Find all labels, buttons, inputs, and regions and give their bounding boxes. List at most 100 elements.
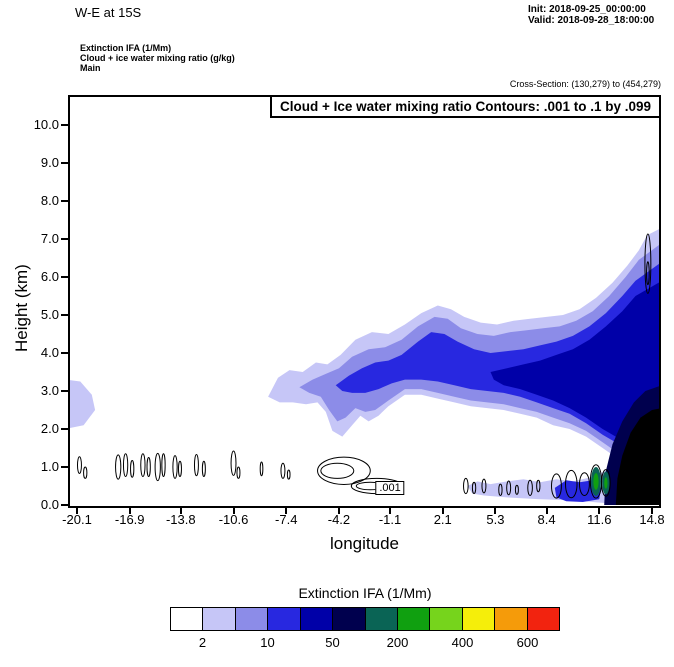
colorbar-cell — [495, 608, 528, 630]
y-tick-label: 6.0 — [40, 269, 59, 284]
x-tick-mark — [128, 508, 131, 514]
x-tick-label: 2.1 — [433, 512, 452, 527]
cloud-contour-line — [514, 484, 519, 495]
colorbar-tick-label: 50 — [325, 635, 340, 650]
colorbar-cell — [397, 608, 431, 630]
cloud-contour-line — [579, 472, 590, 497]
field-info-block: Extinction IFA (1/Mm) Cloud + ice water … — [80, 43, 235, 73]
y-tick-label: 9.0 — [40, 155, 59, 170]
cloud-contour-line — [193, 453, 199, 477]
colorbar-cell — [365, 608, 398, 630]
x-tick-mark — [76, 508, 78, 514]
figure-title: W-E at 15S — [75, 5, 142, 20]
cloud-contour-line — [259, 461, 264, 477]
cloud-contour-line — [201, 460, 206, 477]
cloud-contour-line — [565, 469, 578, 499]
x-tick-mark — [232, 508, 235, 514]
x-tick-label: 5.3 — [486, 512, 505, 527]
cloud-contour-line — [646, 261, 650, 286]
cloud-contour-line — [498, 483, 503, 496]
inline-contour-label: .001 — [375, 480, 405, 495]
colorbar-cell — [527, 608, 560, 630]
cloud-contour-line — [536, 479, 541, 493]
y-tick-label: 4.0 — [40, 345, 59, 360]
y-tick-mark — [61, 390, 68, 392]
fill-region-black-core-lower-right — [615, 408, 659, 505]
x-tick-mark — [494, 508, 497, 514]
fill-region-green-spot-a — [593, 473, 599, 490]
colorbar-tick-label: 400 — [451, 635, 474, 650]
y-tick-mark — [61, 238, 68, 240]
x-tick-label: -13.8 — [165, 512, 196, 527]
cloud-contour-line — [286, 469, 291, 480]
y-tick-mark — [61, 504, 68, 506]
colorbar-cell — [333, 608, 366, 630]
colorbar-tick-label: 10 — [260, 635, 275, 650]
colorbar-title: Extinction IFA (1/Mm) — [298, 585, 432, 601]
y-tick-mark — [61, 124, 68, 126]
x-tick-mark — [285, 508, 288, 514]
x-tick-label: 14.8 — [639, 512, 665, 527]
y-tick-mark — [61, 352, 68, 354]
cloud-contour-line — [550, 473, 562, 499]
colorbar — [170, 607, 560, 631]
y-tick-label: 5.0 — [40, 307, 59, 322]
cloud-contour-line — [280, 462, 286, 479]
x-tick-mark — [545, 508, 548, 514]
field-line-cloud: Cloud + ice water mixing ratio (g/kg) — [80, 53, 235, 63]
y-tick-label: 8.0 — [40, 193, 59, 208]
colorbar-tick-label: 600 — [516, 635, 539, 650]
cloud-contour-line — [471, 481, 477, 495]
x-tick-mark — [179, 508, 182, 514]
cloud-contour-line — [177, 460, 182, 477]
y-tick-mark — [61, 162, 68, 164]
cloud-contour-line — [601, 469, 611, 497]
y-tick-mark — [61, 466, 68, 468]
y-tick-label: 0.0 — [40, 497, 59, 512]
y-tick-mark — [61, 314, 68, 316]
cloud-contour-line — [83, 466, 88, 479]
field-line-main: Main — [80, 63, 101, 73]
x-tick-label: 8.4 — [537, 512, 556, 527]
x-tick-label: -7.4 — [275, 512, 298, 527]
x-tick-label: -1.1 — [378, 512, 402, 527]
cloud-contour-line — [115, 454, 122, 480]
valid-line: Valid: 2018-09-28_18:00:00 — [528, 15, 655, 26]
y-tick-label: 1.0 — [40, 459, 59, 474]
y-tick-label: 3.0 — [40, 383, 59, 398]
cloud-contour-line — [320, 462, 355, 479]
colorbar-cell — [462, 608, 496, 630]
x-tick-label: 11.6 — [587, 512, 612, 527]
cloud-contour-line — [527, 479, 533, 496]
fill-region-lavender-left-patch — [70, 380, 96, 429]
contour-plot-canvas — [70, 229, 659, 505]
colorbar-tick-label: 2 — [198, 635, 207, 650]
init-valid-block: Init: 2018-09-25_00:00:00 Valid: 2018-09… — [528, 4, 654, 26]
colorbar-cell — [300, 608, 334, 630]
field-line-extinction: Extinction IFA (1/Mm) — [80, 43, 172, 53]
fill-region-darkblue-right — [490, 282, 659, 454]
cloud-contour-line — [317, 456, 371, 485]
cloud-contour-line — [463, 477, 469, 495]
x-tick-label: -4.2 — [327, 512, 351, 527]
cloud-contour-line — [154, 452, 161, 482]
cloud-contour-line — [146, 457, 151, 477]
x-tick-mark — [651, 508, 653, 514]
cross-section-label: Cross-Section: (130,279) to (454,279) — [509, 79, 661, 89]
x-axis-title: longitude — [329, 534, 399, 553]
y-tick-label: 7.0 — [40, 231, 59, 246]
y-tick-label: 2.0 — [40, 421, 59, 436]
cloud-contour-line — [506, 480, 512, 496]
x-tick-label: -10.6 — [218, 512, 249, 527]
x-tick-label: -16.9 — [114, 512, 145, 527]
y-tick-label: 10.0 — [33, 117, 59, 132]
cloud-contour-line — [644, 233, 652, 294]
colorbar-cell — [235, 608, 269, 630]
x-tick-mark — [389, 508, 392, 514]
init-line: Init: 2018-09-25_00:00:00 — [528, 4, 646, 15]
contour-info-banner: Cloud + Ice water mixing ratio Contours:… — [270, 95, 661, 118]
y-tick-mark — [61, 200, 68, 202]
fill-region-green-spot-b — [604, 477, 608, 489]
cloud-contour-line — [172, 455, 178, 479]
